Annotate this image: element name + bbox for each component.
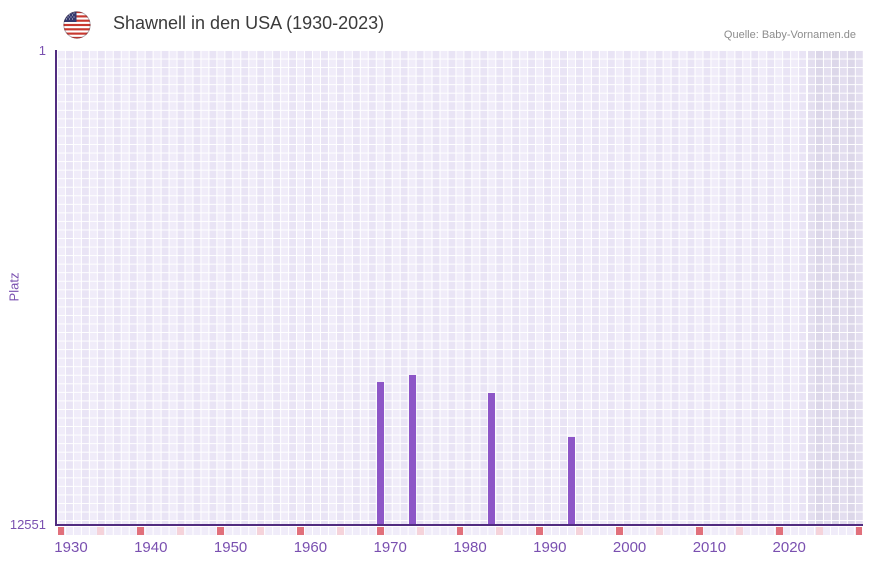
decade-tick-1970 (376, 527, 384, 535)
decade-tick-1940 (137, 527, 145, 535)
x-tick-strip (57, 527, 863, 535)
x-axis-label-1980: 1980 (453, 539, 487, 556)
decade-tick-1930 (57, 527, 65, 535)
x-axis-label-1970: 1970 (373, 539, 407, 556)
y-axis-min-label: 12551 (9, 517, 46, 532)
x-axis-labels: 1930 1940 1950 1960 1970 1980 1990 2000 2010 2020 (54, 539, 863, 557)
half-decade-tick-2025 (815, 527, 823, 535)
bar-1970[interactable] (376, 382, 384, 524)
decade-tick-2030 (855, 527, 863, 535)
x-axis-label-1960: 1960 (293, 539, 328, 556)
plot-area[interactable] (55, 50, 863, 526)
future-years-band (807, 50, 863, 524)
decade-tick-2000 (616, 527, 624, 535)
x-axis-label-1950: 1950 (213, 539, 248, 556)
half-decade-tick-1965 (336, 527, 344, 535)
x-axis-label-1940: 1940 (134, 539, 168, 556)
decade-tick-2020 (775, 527, 783, 535)
decade-tick-1950 (217, 527, 225, 535)
page-title: Shawnell in den USA (1930-2023) (113, 13, 385, 33)
decade-tick-1980 (456, 527, 464, 535)
half-decade-tick-1945 (177, 527, 185, 535)
x-axis-label-2020: 2020 (772, 539, 806, 556)
decade-tick-2010 (695, 527, 703, 535)
x-axis-label-1990: 1990 (533, 539, 567, 556)
us-flag-icon (63, 11, 91, 39)
x-axis-label-2010: 2010 (692, 539, 727, 556)
bar-1994[interactable] (568, 436, 576, 524)
half-decade-tick-2005 (656, 527, 663, 535)
half-decade-tick-2015 (735, 527, 743, 535)
x-axis-label-2000: 2000 (612, 539, 647, 556)
source-label: Quelle: Baby-Vornamen.de (723, 29, 856, 41)
half-decade-tick-1935 (97, 527, 105, 535)
half-decade-tick-1995 (576, 527, 584, 535)
half-decade-tick-1985 (496, 527, 504, 535)
half-decade-tick-1955 (257, 527, 264, 535)
bar-1974[interactable] (408, 375, 416, 524)
bar-1984[interactable] (488, 392, 496, 524)
decade-tick-1960 (296, 527, 304, 535)
x-axis-label-1930: 1930 (54, 539, 88, 556)
y-axis-title: Platz (6, 272, 22, 302)
decade-tick-1990 (536, 527, 544, 535)
half-decade-tick-1975 (416, 527, 424, 535)
y-axis-max-label: 1 (38, 43, 46, 58)
